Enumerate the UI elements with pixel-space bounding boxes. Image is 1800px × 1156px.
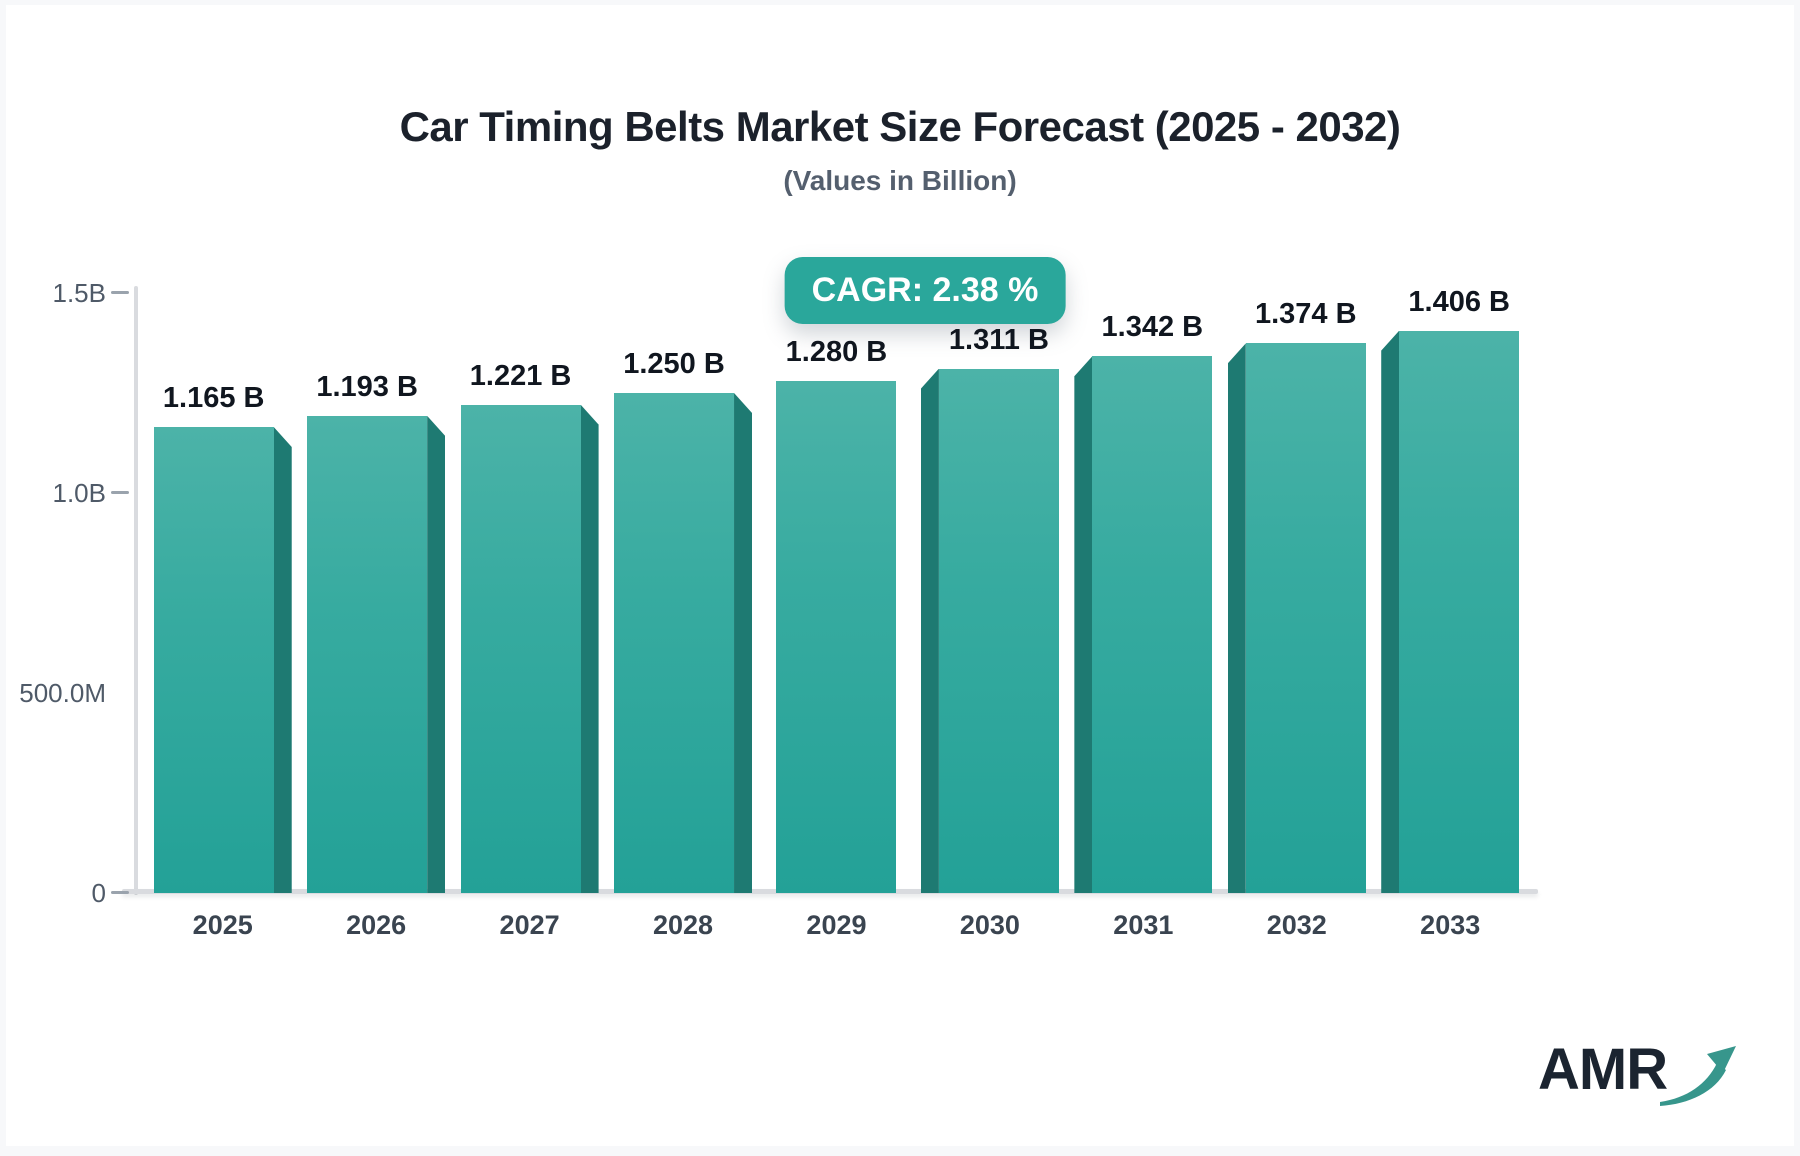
bar-3d-side [580, 404, 599, 893]
bar-value-label: 1.250 B [623, 348, 725, 380]
bar-slot: 1.221 B [453, 293, 606, 893]
bar-value-label: 1.342 B [1101, 311, 1204, 344]
x-tick-label: 2031 [1113, 910, 1174, 940]
y-tick-label: 0 [91, 878, 106, 908]
bar-value-label: 1.406 B [1408, 285, 1511, 318]
bar-group [307, 415, 446, 893]
bar[interactable] [1092, 356, 1213, 893]
y-tick-label: 500.0M [19, 678, 106, 708]
bar-value-label: 1.280 B [785, 336, 888, 368]
x-tick-label: 2028 [652, 910, 714, 940]
bar-group [1227, 343, 1366, 893]
bar-slot: 1.311 B [913, 293, 1066, 893]
bar-value-label: 1.221 B [469, 359, 572, 392]
bar-slot: 1.374 B [1220, 293, 1373, 893]
y-axis-line [134, 286, 138, 895]
bar[interactable] [460, 404, 581, 893]
bar-slot: 1.165 B [146, 293, 299, 893]
y-tick-dash [111, 491, 129, 494]
bar-3d-side [1227, 343, 1246, 893]
bar[interactable] [938, 368, 1059, 893]
x-axis-labels: 2025 2026 2027 2028 2029 2030 2031 2032 2033 [146, 910, 1527, 941]
bar-group [460, 404, 599, 893]
bar[interactable] [1399, 330, 1520, 893]
amr-logo: AMR [1538, 1039, 1739, 1114]
chart-subtitle: (Values in Billion) [783, 165, 1017, 196]
bar-3d-side [427, 415, 446, 893]
bar-value-label: 1.193 B [316, 370, 418, 403]
bar-group [1381, 330, 1520, 893]
bar-value-label: 1.311 B [948, 323, 1049, 356]
bar-slot: 1.342 B [1067, 293, 1220, 893]
bar-3d-side [273, 427, 292, 893]
bar[interactable] [614, 393, 735, 893]
x-tick-label: 2032 [1266, 910, 1327, 940]
bar-3d-side [920, 368, 939, 893]
x-tick-label: 2030 [959, 910, 1020, 940]
amr-logo-text: AMR [1538, 1037, 1668, 1102]
trending-up-arrow-icon [1657, 1041, 1739, 1114]
y-tick-dash [111, 891, 129, 894]
chart-title: Car Timing Belts Market Size Forecast (2… [399, 103, 1401, 150]
bar-group [153, 427, 292, 893]
bar-slot: 1.406 B [1374, 286, 1527, 893]
plot-area: 1.165 B 1.193 B 1.221 B 1.250 B 1.280 B 1.311… [146, 286, 1527, 893]
bar[interactable] [776, 381, 897, 893]
x-tick-label: 2025 [192, 910, 253, 940]
cagr-badge: CAGR: 2.38 % [784, 257, 1066, 324]
bar-3d-side [734, 393, 753, 893]
bar[interactable] [307, 415, 428, 893]
x-tick-label: 2027 [499, 910, 560, 940]
bar-group [920, 368, 1059, 893]
bar-group [614, 393, 753, 893]
x-tick-label: 2029 [806, 910, 867, 940]
bar-slot: 1.250 B [606, 293, 759, 893]
bar-group [1074, 356, 1213, 893]
y-tick-label: 1.0B [52, 478, 107, 508]
bar-value-label: 1.165 B [162, 382, 265, 414]
x-tick-label: 2033 [1420, 910, 1481, 940]
bar-3d-side [1074, 356, 1093, 893]
y-tick-label: 1.5B [52, 278, 107, 308]
bar-slot: 1.193 B [299, 293, 452, 893]
chart-card: Car Timing Belts Market Size Forecast (2… [6, 5, 1794, 1146]
x-tick-label: 2026 [346, 910, 407, 940]
bar-3d-side [1381, 330, 1400, 893]
bar-group [776, 381, 897, 893]
bar-value-label: 1.374 B [1254, 298, 1357, 331]
bar-slot: 1.280 B [760, 293, 913, 893]
bar[interactable] [153, 427, 274, 893]
bar[interactable] [1245, 343, 1366, 893]
y-tick-dash [111, 291, 129, 294]
